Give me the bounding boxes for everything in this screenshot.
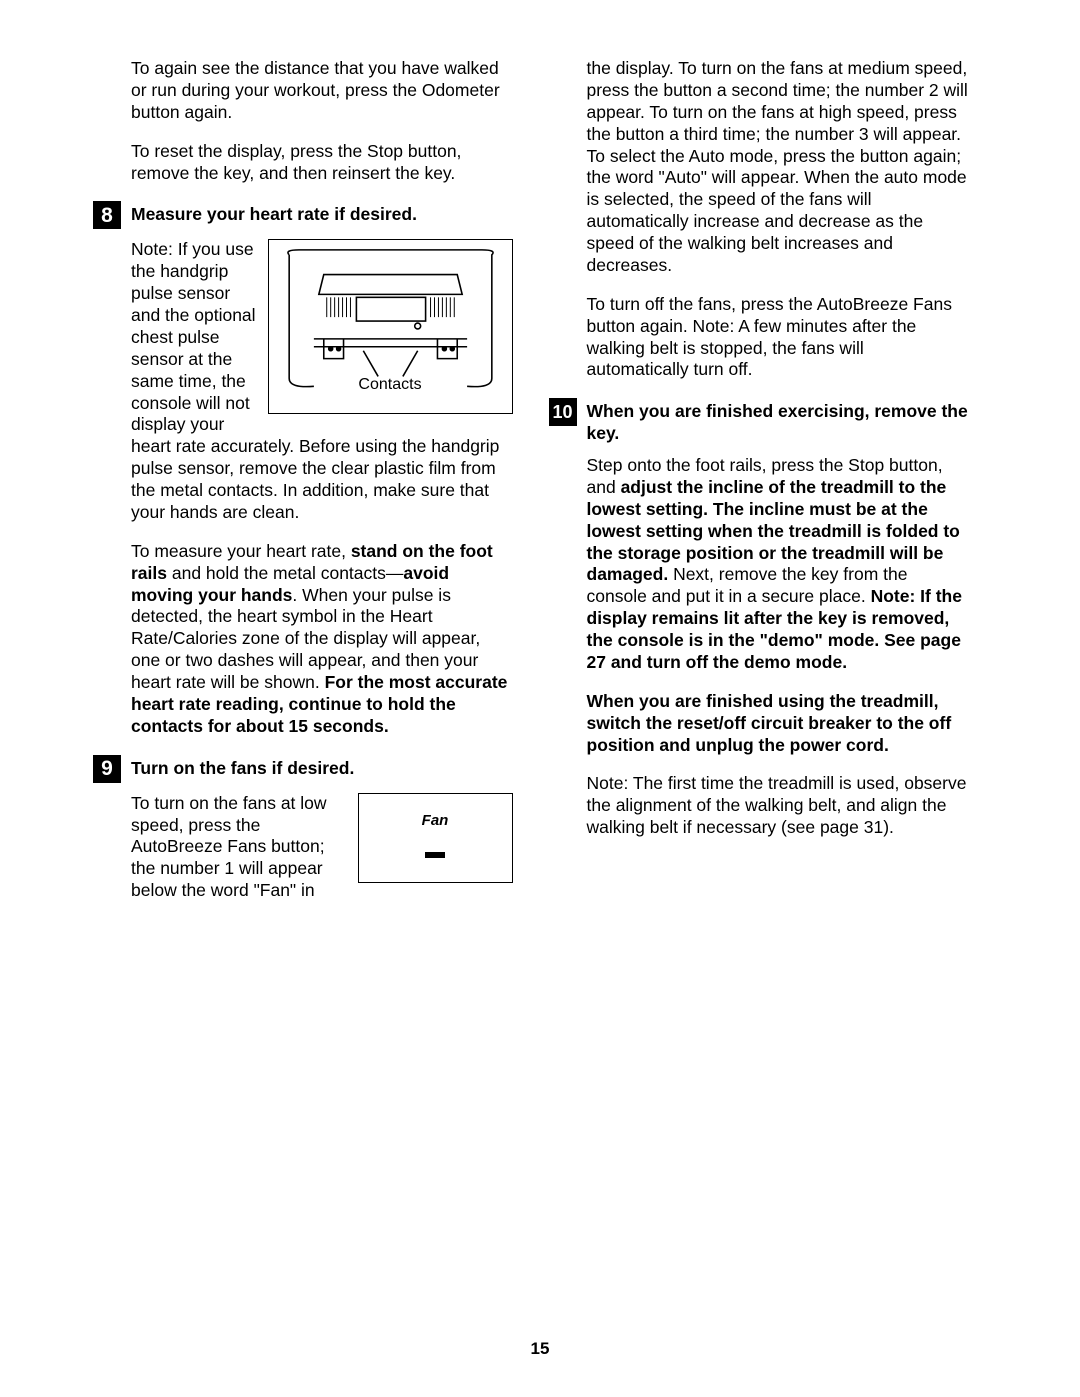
page-columns: To again see the distance that you have … bbox=[93, 58, 968, 919]
step-title: When you are finished exercising, remove… bbox=[587, 398, 969, 445]
text: and hold the metal contacts— bbox=[167, 563, 403, 583]
intro-block: To again see the distance that you have … bbox=[93, 58, 513, 184]
left-column: To again see the distance that you have … bbox=[93, 58, 513, 919]
contacts-diagram: Contacts bbox=[268, 239, 513, 414]
fan-indicator-icon bbox=[425, 852, 445, 858]
continuation-block: the display. To turn on the fans at medi… bbox=[549, 58, 969, 381]
paragraph: To reset the display, press the Stop but… bbox=[131, 141, 513, 185]
paragraph: To again see the distance that you have … bbox=[131, 58, 513, 124]
paragraph: the display. To turn on the fans at medi… bbox=[587, 58, 969, 277]
step-8-header: 8 Measure your heart rate if desired. bbox=[93, 201, 513, 229]
step-9-body: Fan To turn on the fans at low speed, pr… bbox=[93, 793, 513, 919]
step-title: Turn on the fans if desired. bbox=[131, 755, 354, 780]
step-number-badge: 9 bbox=[93, 755, 121, 783]
step-10-header: 10 When you are finished exercising, rem… bbox=[549, 398, 969, 445]
paragraph: Step onto the foot rails, press the Stop… bbox=[587, 455, 969, 674]
step-number-badge: 10 bbox=[549, 398, 577, 426]
fan-diagram: Fan bbox=[358, 793, 513, 883]
page-number: 15 bbox=[0, 1338, 1080, 1359]
fan-label: Fan bbox=[359, 812, 512, 831]
bold-text: When you are finished using the treadmil… bbox=[587, 691, 952, 755]
paragraph: To measure your heart rate, stand on the… bbox=[131, 541, 513, 738]
step-title: Measure your heart rate if desired. bbox=[131, 201, 417, 226]
text: Note: If you use the handgrip pulse sens… bbox=[131, 239, 256, 412]
paragraph: Note: The first time the treadmill is us… bbox=[587, 773, 969, 839]
paragraph: To turn off the fans, press the AutoBree… bbox=[587, 294, 969, 382]
step-9-header: 9 Turn on the fans if desired. bbox=[93, 755, 513, 783]
step-number-badge: 8 bbox=[93, 201, 121, 229]
step-8-body: Contacts Note: If you use the handgrip p… bbox=[93, 239, 513, 754]
text: To measure your heart rate, bbox=[131, 541, 351, 561]
paragraph: When you are finished using the treadmil… bbox=[587, 691, 969, 757]
step-10-body: Step onto the foot rails, press the Stop… bbox=[549, 455, 969, 839]
contacts-label: Contacts bbox=[358, 375, 421, 395]
right-column: the display. To turn on the fans at medi… bbox=[549, 58, 969, 919]
